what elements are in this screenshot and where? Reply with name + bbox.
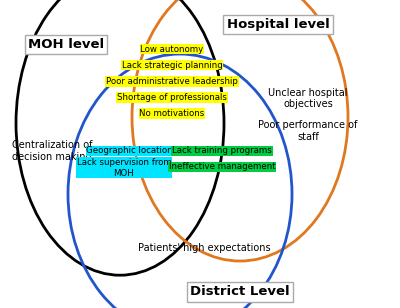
Text: Lack supervision from
MOH: Lack supervision from MOH [77, 158, 171, 177]
Text: No motivations: No motivations [139, 109, 205, 118]
Text: Lack strategic planning: Lack strategic planning [122, 61, 222, 70]
Text: Low autonomy: Low autonomy [140, 45, 204, 54]
Text: District Level: District Level [190, 286, 290, 298]
Text: Poor performance of
staff: Poor performance of staff [258, 120, 358, 142]
Text: Poor administrative leadership: Poor administrative leadership [106, 77, 238, 86]
Text: Lack training programs: Lack training programs [172, 146, 272, 156]
Text: Patients' high expectations: Patients' high expectations [138, 243, 270, 253]
Text: Centralization of
decision making: Centralization of decision making [12, 140, 92, 162]
Text: Geographic locations: Geographic locations [86, 146, 178, 156]
Text: Shortage of professionals: Shortage of professionals [117, 93, 227, 102]
Text: Ineffective management: Ineffective management [169, 162, 275, 172]
Text: Hospital level: Hospital level [227, 18, 329, 31]
Text: MOH level: MOH level [28, 38, 104, 51]
Text: Unclear hospital
objectives: Unclear hospital objectives [268, 88, 348, 109]
